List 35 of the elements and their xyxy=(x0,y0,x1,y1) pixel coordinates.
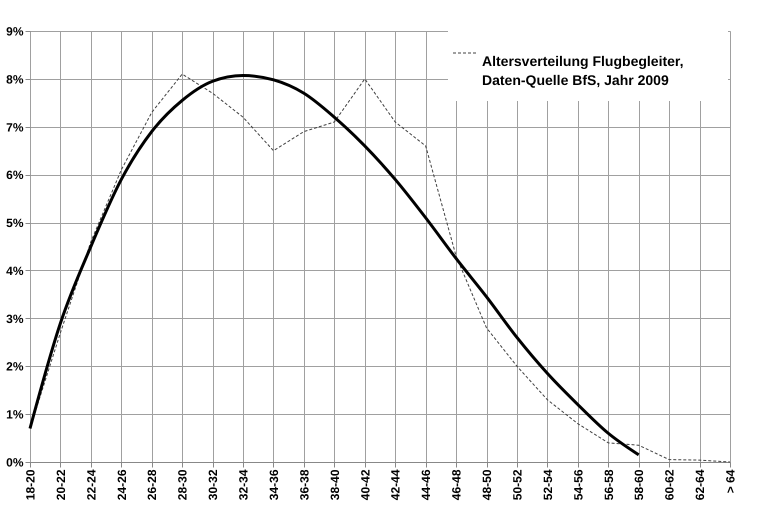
x-tick-label: 60-62 xyxy=(662,469,677,500)
x-tick-label: 40-42 xyxy=(358,469,372,500)
x-tick-label: 58-60 xyxy=(632,469,646,500)
y-tick-label: 8% xyxy=(6,72,24,86)
legend-label: Altersverteilung Flugbegleiter, Daten-Quelle BfS, Jahr 2009 xyxy=(482,53,684,88)
y-tick-label: 5% xyxy=(6,216,24,230)
x-tick-label: 50-52 xyxy=(510,469,524,500)
x-tick-label: 28-30 xyxy=(176,469,190,500)
x-tick-label: 30-32 xyxy=(206,469,220,500)
x-tick-label: 54-56 xyxy=(571,469,586,500)
x-tick-label: 24-26 xyxy=(114,469,129,500)
x-tick-label: 42-44 xyxy=(388,469,403,500)
x-tick-label: 20-22 xyxy=(54,469,68,500)
x-tick-label: 22-24 xyxy=(84,469,98,500)
y-tick-label: 1% xyxy=(6,408,24,422)
y-tick-label: 6% xyxy=(6,168,24,182)
x-tick-label: 32-34 xyxy=(236,469,251,500)
x-tick-label: 18-20 xyxy=(24,469,38,500)
x-tick-label: 52-54 xyxy=(540,469,555,500)
x-tick-label: 44-46 xyxy=(419,469,434,500)
x-tick-label: 46-48 xyxy=(450,469,464,500)
x-tick-label: > 64 xyxy=(724,469,738,494)
x-tick-label: 36-38 xyxy=(297,469,312,500)
y-tick-label: 7% xyxy=(6,120,24,134)
y-tick-label: 9% xyxy=(6,24,24,38)
y-tick-label: 4% xyxy=(6,264,24,278)
y-tick-label: 2% xyxy=(6,360,24,374)
x-tick-label: 26-28 xyxy=(145,469,160,500)
x-tick-label: 62-64 xyxy=(693,469,708,500)
x-tick-label: 34-36 xyxy=(266,469,281,500)
x-tick-label: 48-50 xyxy=(480,469,494,500)
x-tick-label: 56-58 xyxy=(602,469,616,500)
y-tick-label: 0% xyxy=(6,456,24,470)
y-tick-label: 3% xyxy=(6,312,24,326)
x-tick-label: 38-40 xyxy=(328,469,342,500)
